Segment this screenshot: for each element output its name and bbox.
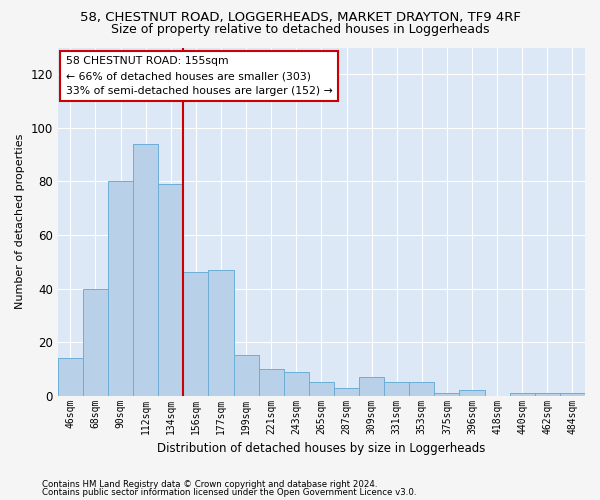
Bar (560, 393, 585, 396)
Text: Size of property relative to detached houses in Loggerheads: Size of property relative to detached ho… (111, 22, 489, 36)
Bar (460, 390, 485, 396)
Bar (133, 144, 158, 396)
Bar (83, 288, 108, 396)
Bar (384, 382, 409, 396)
Text: 58 CHESTNUT ROAD: 155sqm
← 66% of detached houses are smaller (303)
33% of semi-: 58 CHESTNUT ROAD: 155sqm ← 66% of detach… (65, 56, 332, 96)
Bar (535, 393, 560, 396)
Bar (434, 393, 460, 396)
Bar (58, 358, 83, 396)
X-axis label: Distribution of detached houses by size in Loggerheads: Distribution of detached houses by size … (157, 442, 485, 455)
Bar (108, 182, 133, 396)
Bar (309, 382, 334, 396)
Bar (158, 184, 184, 396)
Bar (359, 377, 384, 396)
Y-axis label: Number of detached properties: Number of detached properties (15, 134, 25, 310)
Bar (284, 372, 309, 396)
Bar (509, 393, 535, 396)
Bar (259, 369, 284, 396)
Text: Contains public sector information licensed under the Open Government Licence v3: Contains public sector information licen… (42, 488, 416, 497)
Bar (208, 270, 233, 396)
Bar (409, 382, 434, 396)
Bar (334, 388, 359, 396)
Bar (233, 356, 259, 396)
Text: Contains HM Land Registry data © Crown copyright and database right 2024.: Contains HM Land Registry data © Crown c… (42, 480, 377, 489)
Bar (184, 272, 208, 396)
Text: 58, CHESTNUT ROAD, LOGGERHEADS, MARKET DRAYTON, TF9 4RF: 58, CHESTNUT ROAD, LOGGERHEADS, MARKET D… (80, 12, 520, 24)
